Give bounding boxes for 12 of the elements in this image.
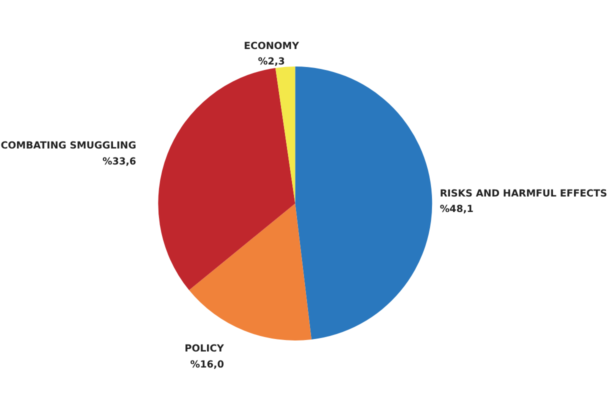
pie-slice (158, 68, 296, 290)
slice-label: COMBATING SMUGGLING (0, 140, 136, 152)
data-label: %48,1 (440, 204, 474, 216)
slice-label: RISKS AND HARMFUL EFFECTS (440, 188, 608, 200)
pie-slice (189, 204, 312, 340)
slice-label: POLICY (184, 344, 225, 355)
pie-slice (275, 66, 296, 204)
data-label: %16,0 (190, 360, 224, 371)
pie-slice (295, 66, 432, 340)
data-label: %2,3 (258, 56, 285, 68)
data-label: %33,6 (102, 156, 136, 168)
slice-label: ECONOMY (244, 40, 300, 52)
